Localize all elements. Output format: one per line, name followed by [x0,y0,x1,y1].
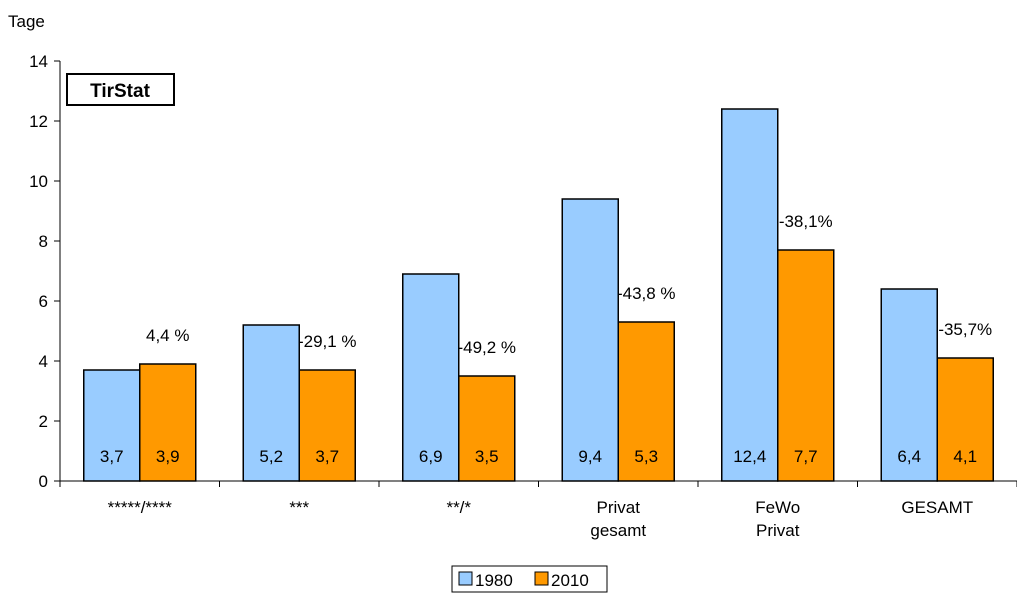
data-labels: 3,7 3,9 4,4 % 5,2 3,7 -29,1 % 6,9 3,5 -49,2 % 9,4… [100,212,992,466]
bar-2010 [617,321,675,482]
x-tick-label: GESAMT [901,498,973,517]
y-tick-label: 12 [29,112,48,131]
legend: 1980 2010 [451,565,608,593]
bar-value-label: 3,7 [315,447,339,466]
legend-box [451,565,608,593]
y-tick-label: 4 [39,352,48,371]
y-tick-label: 6 [39,292,48,311]
y-tick-label: 14 [29,52,48,71]
x-tick-label: Privat gesamt [590,498,646,540]
change-label: -29,1 % [298,332,357,351]
x-tick-label: **/* [446,498,471,517]
x-tick-label: FeWo Privat [755,498,800,540]
bar-value-label: 6,4 [897,447,921,466]
x-tick-label: *****/**** [108,498,173,517]
axes: 0 2 4 6 8 10 12 14 *****/**** *** **/* Privat gesamt… [29,52,1017,540]
bar-value-label: 5,2 [259,447,283,466]
bar-1980 [561,198,619,482]
bar-value-label: 5,3 [634,447,658,466]
bar-value-label: 3,7 [100,447,124,466]
bar-value-label: 6,9 [419,447,443,466]
change-label: 4,4 % [146,326,189,345]
bar-2010 [458,375,516,482]
y-tick-label: 0 [39,472,48,491]
bar-value-label: 12,4 [733,447,766,466]
y-axis-title: Tage [8,12,45,31]
legend-label: 2010 [551,571,589,590]
bar-value-label: 7,7 [794,447,818,466]
bar-1980 [402,273,460,482]
change-label: -38,1% [779,212,833,231]
bar-1980 [83,369,141,482]
bar-2010 [777,249,835,482]
legend-swatch-1980 [458,571,473,586]
bar-2010 [936,357,994,482]
y-tick-label: 8 [39,232,48,251]
bar-1980 [242,324,300,482]
legend-swatch-2010 [534,571,549,586]
x-tick-label: *** [289,498,309,517]
bar-1980 [880,288,938,482]
source-badge-text: TirStat [90,81,151,102]
bar-2010 [298,369,356,482]
change-label: -35,7% [938,320,992,339]
bar-value-label: 4,1 [953,447,977,466]
y-tick-label: 10 [29,172,48,191]
change-label: -43,8 % [617,284,676,303]
bar-value-label: 9,4 [578,447,602,466]
bar-1980 [721,108,779,482]
bar-2010 [139,363,197,482]
bars [83,108,994,482]
y-tick-label: 2 [39,412,48,431]
source-badge: TirStat [66,73,175,106]
bar-value-label: 3,5 [475,447,499,466]
change-label: -49,2 % [457,338,516,357]
legend-label: 1980 [475,571,513,590]
bar-value-label: 3,9 [156,447,180,466]
